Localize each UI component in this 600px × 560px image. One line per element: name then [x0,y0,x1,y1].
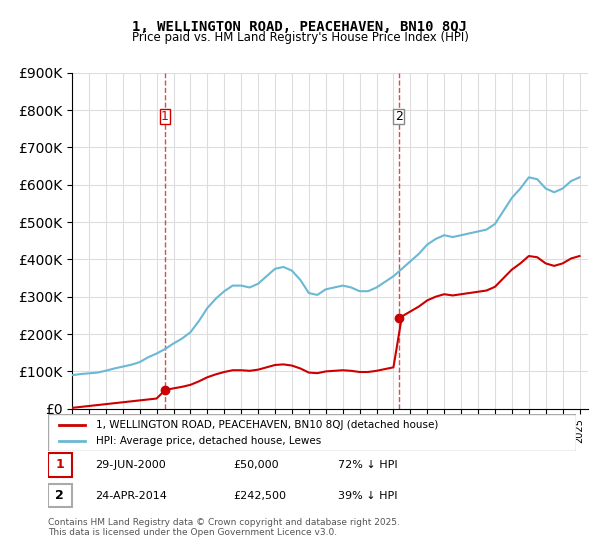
FancyBboxPatch shape [48,414,576,451]
Text: 2: 2 [55,489,64,502]
Text: 39% ↓ HPI: 39% ↓ HPI [338,491,398,501]
Text: 1, WELLINGTON ROAD, PEACEHAVEN, BN10 8QJ: 1, WELLINGTON ROAD, PEACEHAVEN, BN10 8QJ [133,20,467,34]
Text: 1: 1 [55,459,64,472]
FancyBboxPatch shape [48,484,72,507]
Text: £50,000: £50,000 [233,460,278,470]
Text: 72% ↓ HPI: 72% ↓ HPI [338,460,398,470]
Text: 1: 1 [161,110,169,123]
Text: 24-APR-2014: 24-APR-2014 [95,491,167,501]
Text: Contains HM Land Registry data © Crown copyright and database right 2025.
This d: Contains HM Land Registry data © Crown c… [48,518,400,538]
Text: £242,500: £242,500 [233,491,286,501]
Text: HPI: Average price, detached house, Lewes: HPI: Average price, detached house, Lewe… [95,436,321,446]
Text: 1, WELLINGTON ROAD, PEACEHAVEN, BN10 8QJ (detached house): 1, WELLINGTON ROAD, PEACEHAVEN, BN10 8QJ… [95,419,438,430]
Text: Price paid vs. HM Land Registry's House Price Index (HPI): Price paid vs. HM Land Registry's House … [131,31,469,44]
Text: 2: 2 [395,110,403,123]
FancyBboxPatch shape [48,453,72,477]
Text: 29-JUN-2000: 29-JUN-2000 [95,460,166,470]
